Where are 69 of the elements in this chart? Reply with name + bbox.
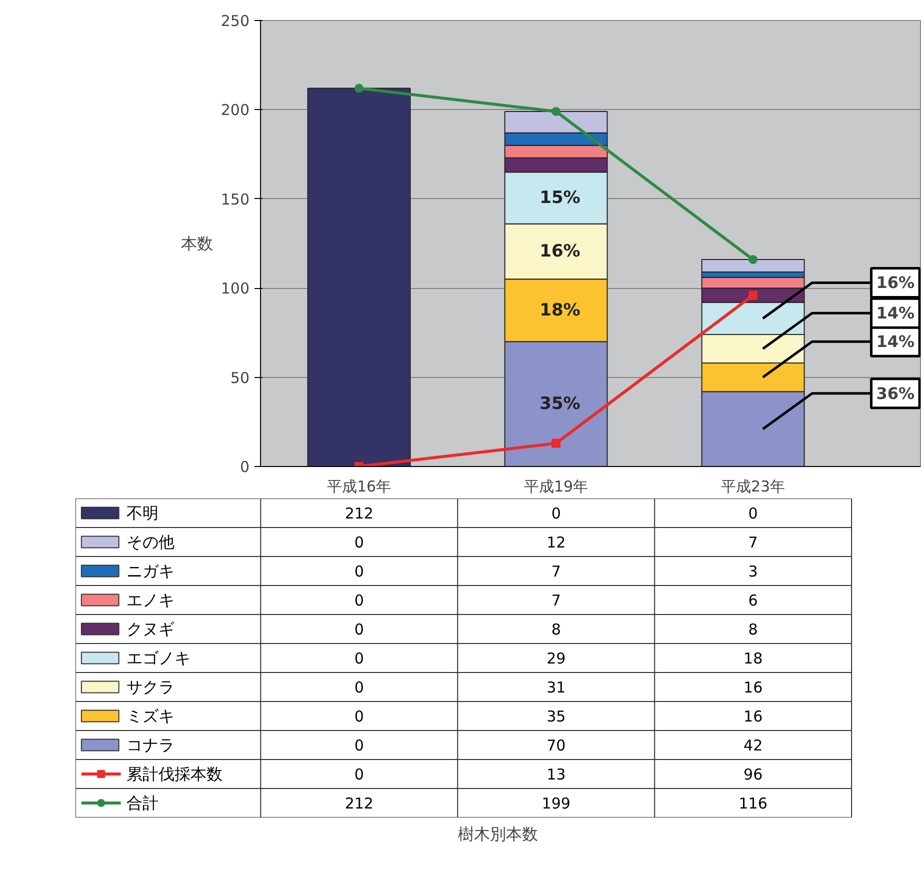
data-label: 0: [748, 504, 758, 522]
data-label: 0: [354, 650, 364, 668]
bar: [307, 88, 411, 466]
data-label: 0: [354, 620, 364, 638]
x-tick-label: 平成19年: [524, 478, 588, 496]
data-label: 18: [744, 650, 763, 668]
y-tick-label: 0: [240, 458, 250, 476]
y-tick-label: 250: [220, 12, 250, 30]
legend-label: 合計: [126, 794, 159, 812]
annotation: 36%: [876, 384, 915, 403]
y-tick-label: 100: [220, 280, 250, 298]
data-label: 212: [344, 504, 374, 522]
legend-label: その他: [126, 532, 175, 552]
data-label: 7: [551, 562, 561, 580]
data-label: 13: [546, 766, 566, 784]
data-label: 42: [744, 736, 763, 754]
text: 樹木別本数: [458, 824, 538, 844]
legend-label: 累計伐採本数: [126, 764, 223, 784]
data-label: 0: [354, 592, 364, 610]
data-label: 16: [744, 678, 763, 696]
data-label: 0: [354, 562, 364, 580]
annotation: 14%: [876, 332, 915, 352]
data-label: 116: [738, 794, 768, 812]
annotation: 14%: [876, 304, 915, 323]
annotation: 35%: [540, 394, 580, 414]
x-tick-label: 平成16年: [326, 478, 392, 496]
data-label: 70: [546, 736, 566, 754]
point: [748, 290, 758, 300]
data-label: 0: [354, 766, 364, 784]
annotation: 15%: [540, 188, 580, 208]
y-tick-label: 50: [230, 368, 250, 387]
annotation: 16%: [876, 273, 915, 292]
legend-label: エノキ: [126, 590, 175, 610]
data-label: 8: [748, 620, 758, 638]
legend-label: ニガキ: [126, 562, 175, 580]
point: [354, 84, 364, 93]
point: [552, 438, 561, 448]
data-label: 212: [344, 794, 374, 812]
legend-label: コナラ: [126, 736, 175, 754]
data-label: 35: [546, 708, 566, 726]
x-tick-label: 平成23年: [720, 478, 786, 496]
data-label: 0: [354, 678, 364, 696]
annotation: 18%: [540, 300, 580, 320]
data-label: 8: [551, 620, 561, 638]
data-label: 0: [354, 534, 364, 552]
point: [552, 106, 561, 116]
data-label: 3: [748, 562, 758, 580]
annotation: 16%: [540, 242, 580, 262]
data-label: 7: [748, 534, 758, 552]
data-label: 0: [551, 504, 561, 522]
legend-label: ミズキ: [126, 706, 175, 726]
y-axis-title: 本数: [180, 234, 213, 253]
data-label: 7: [551, 592, 561, 610]
legend-label: エゴノキ: [126, 648, 191, 668]
y-tick-label: 200: [220, 101, 250, 120]
data-label: 29: [546, 650, 566, 668]
data-label: 6: [748, 592, 758, 610]
data-label: 12: [546, 534, 566, 552]
legend-label: 不明: [126, 504, 159, 522]
data-label: 0: [354, 736, 364, 754]
legend-label: クヌギ: [126, 620, 175, 638]
data-label: 31: [546, 678, 566, 696]
data-label: 96: [744, 766, 763, 784]
point: [748, 255, 758, 264]
y-tick-label: 150: [220, 190, 250, 208]
data-label: 199: [542, 794, 570, 812]
legend-label: サクラ: [126, 678, 175, 696]
data-label: 0: [354, 708, 364, 726]
data-label: 16: [744, 708, 763, 726]
